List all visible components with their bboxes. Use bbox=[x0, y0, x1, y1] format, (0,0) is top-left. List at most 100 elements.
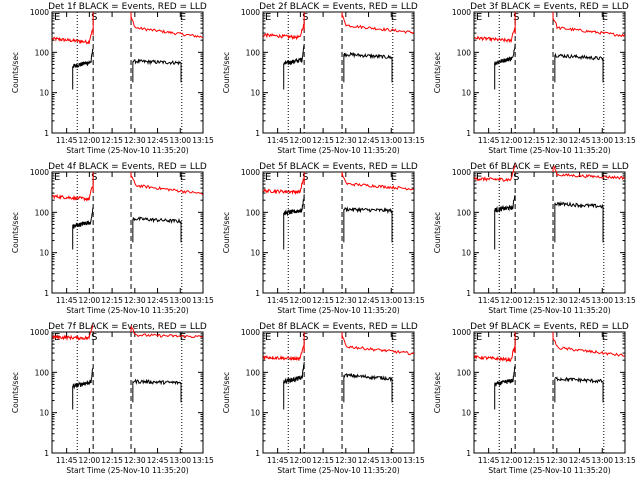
events-series-line bbox=[343, 206, 393, 215]
y-tick-label: 100 bbox=[246, 368, 261, 377]
x-tick-label: 13:00 bbox=[169, 296, 191, 305]
events-series-line bbox=[494, 366, 516, 387]
lld-series-line bbox=[341, 335, 415, 356]
x-tick-label: 12:30 bbox=[124, 136, 146, 145]
detector-panel: Det 3f BLACK = Events, RED = LLD 1 10 100 10… bbox=[433, 2, 636, 155]
x-tick-label: 12:15 bbox=[312, 296, 334, 305]
events-series-line bbox=[343, 51, 393, 60]
x-tick-label: 12:15 bbox=[101, 456, 123, 465]
events-series-line bbox=[343, 372, 393, 383]
x-axis-label: Start Time (25-Nov-10 11:35:20) bbox=[277, 306, 399, 315]
lld-series-line bbox=[130, 325, 203, 339]
x-axis-label: Start Time (25-Nov-10 11:35:20) bbox=[277, 466, 399, 475]
x-tick-label: 13:15 bbox=[403, 296, 425, 305]
lld-series-line bbox=[474, 27, 516, 44]
detector-panel: Det 6f BLACK = Events, RED = LLD 1 10 100 10… bbox=[433, 162, 636, 315]
marker-label: E bbox=[54, 12, 60, 23]
y-tick-label: 1000 bbox=[241, 8, 260, 17]
y-tick-label: 10 bbox=[461, 249, 471, 258]
x-tick-label: 12:45 bbox=[147, 136, 169, 145]
y-tick-label: 100 bbox=[457, 48, 472, 57]
x-tick-label: 12:00 bbox=[79, 456, 101, 465]
marker-label: E bbox=[180, 12, 186, 23]
x-tick-label: 12:00 bbox=[290, 296, 312, 305]
marker-label: S bbox=[302, 12, 308, 23]
x-tick-label: 12:00 bbox=[79, 296, 101, 305]
x-tick-label: 12:45 bbox=[358, 296, 380, 305]
x-tick-label: 12:15 bbox=[312, 136, 334, 145]
y-axis-label: Counts/sec bbox=[433, 52, 442, 93]
marker-label: E bbox=[391, 172, 397, 183]
plot-frame bbox=[473, 171, 626, 294]
x-tick-label: 12:45 bbox=[569, 296, 591, 305]
lld-series-line bbox=[341, 14, 415, 35]
y-tick-label: 10 bbox=[461, 89, 471, 98]
x-tick-label: 12:00 bbox=[501, 296, 523, 305]
y-tick-label: 100 bbox=[35, 208, 50, 217]
x-tick-label: 13:15 bbox=[403, 456, 425, 465]
lld-series-line bbox=[552, 165, 626, 181]
marker-label: E bbox=[476, 332, 482, 343]
x-tick-label: 12:45 bbox=[358, 456, 380, 465]
detector-panel: Det 9f BLACK = Events, RED = LLD 1 10 100 10… bbox=[433, 322, 636, 475]
y-axis-label: Counts/sec bbox=[222, 52, 231, 93]
y-axis-label: Counts/sec bbox=[433, 212, 442, 253]
x-tick-label: 13:15 bbox=[614, 456, 636, 465]
y-tick-label: 10 bbox=[461, 409, 471, 418]
y-tick-label: 1000 bbox=[452, 328, 471, 337]
plot-frame bbox=[262, 11, 415, 134]
events-series-line bbox=[72, 367, 94, 390]
lld-series-line bbox=[474, 164, 516, 182]
lld-series-line bbox=[52, 185, 94, 202]
y-tick-label: 10 bbox=[250, 249, 260, 258]
x-tick-label: 12:00 bbox=[79, 136, 101, 145]
events-series-line bbox=[72, 48, 94, 69]
panel-title: Det 5f BLACK = Events, RED = LLD bbox=[259, 162, 418, 172]
x-axis-label: Start Time (25-Nov-10 11:35:20) bbox=[66, 466, 188, 475]
x-tick-label: 12:15 bbox=[101, 136, 123, 145]
x-tick-label: 12:30 bbox=[546, 296, 568, 305]
events-series-line bbox=[132, 58, 182, 66]
y-tick-label: 1 bbox=[466, 289, 471, 298]
y-tick-label: 10 bbox=[250, 89, 260, 98]
y-axis-label: Counts/sec bbox=[433, 372, 442, 413]
plot-frame bbox=[51, 331, 204, 454]
x-tick-label: 12:45 bbox=[147, 296, 169, 305]
plot-frame bbox=[473, 331, 626, 454]
lld-series-line bbox=[52, 324, 94, 341]
y-tick-label: 1000 bbox=[452, 168, 471, 177]
marker-label: S bbox=[513, 12, 519, 23]
x-tick-label: 13:15 bbox=[403, 136, 425, 145]
x-tick-label: 12:00 bbox=[501, 456, 523, 465]
x-tick-label: 13:00 bbox=[591, 456, 613, 465]
marker-label: E bbox=[476, 172, 482, 183]
x-tick-label: 12:30 bbox=[335, 136, 357, 145]
x-tick-label: 12:45 bbox=[358, 136, 380, 145]
y-axis-label: Counts/sec bbox=[11, 372, 20, 413]
y-tick-label: 1 bbox=[255, 289, 260, 298]
y-tick-label: 1 bbox=[44, 449, 49, 458]
x-tick-label: 12:30 bbox=[546, 456, 568, 465]
marker-label: S bbox=[513, 332, 519, 343]
x-tick-label: 12:15 bbox=[523, 296, 545, 305]
x-tick-label: 11:45 bbox=[478, 296, 500, 305]
detector-panel: Det 7f BLACK = Events, RED = LLD 1 10 100 10… bbox=[11, 322, 214, 475]
y-tick-label: 1000 bbox=[452, 8, 471, 17]
y-tick-label: 1 bbox=[255, 449, 260, 458]
panel-title: Det 6f BLACK = Events, RED = LLD bbox=[470, 162, 629, 172]
x-tick-label: 12:45 bbox=[569, 136, 591, 145]
x-tick-label: 13:00 bbox=[380, 296, 402, 305]
panel-title: Det 7f BLACK = Events, RED = LLD bbox=[48, 322, 207, 332]
y-tick-label: 100 bbox=[35, 48, 50, 57]
marker-label: E bbox=[391, 332, 397, 343]
y-tick-label: 1000 bbox=[241, 168, 260, 177]
marker-label: E bbox=[476, 12, 482, 23]
x-tick-label: 12:30 bbox=[124, 296, 146, 305]
panel-title: Det 9f BLACK = Events, RED = LLD bbox=[470, 322, 629, 332]
marker-label: S bbox=[513, 172, 519, 183]
y-tick-label: 1000 bbox=[30, 328, 49, 337]
y-tick-label: 100 bbox=[246, 208, 261, 217]
x-axis-label: Start Time (25-Nov-10 11:35:20) bbox=[66, 306, 188, 315]
events-series-line bbox=[554, 376, 604, 384]
